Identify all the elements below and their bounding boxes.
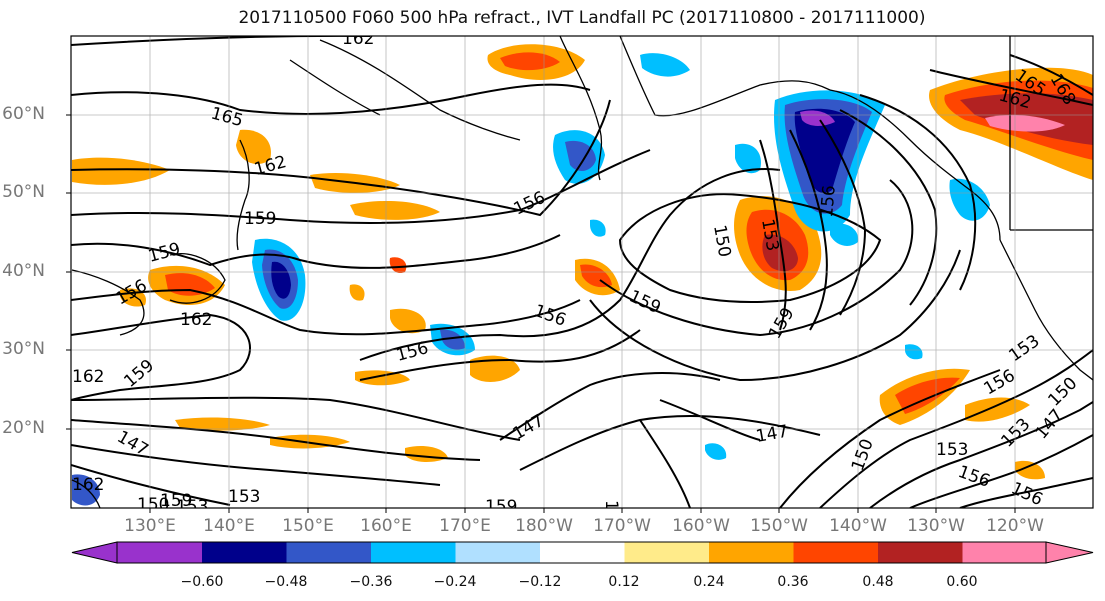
contour-label: 156	[531, 301, 568, 331]
contour-label: 153	[997, 414, 1034, 451]
colorbar-tick-label: −0.36	[349, 574, 393, 590]
contour-label: 147	[754, 422, 789, 447]
contour-label: 159	[765, 304, 799, 342]
contour-label: 156	[601, 500, 621, 532]
colorbar-tick-label: 0.12	[608, 574, 640, 590]
lat-label: 40°N	[2, 261, 45, 281]
contour-label: 156	[817, 184, 840, 218]
colorbar-tick-label: −0.12	[518, 574, 562, 590]
contour-label: 153	[1005, 331, 1043, 366]
lon-label: 140°E	[203, 516, 255, 536]
contour-label: 156	[1008, 478, 1046, 510]
contour-label: 153	[176, 497, 208, 517]
lon-label: 130°E	[124, 516, 176, 536]
colorbar-tick-label: −0.48	[264, 574, 308, 590]
contour-label: 162	[72, 475, 104, 495]
graticule	[71, 36, 1093, 508]
colorbar-tick-label: 0.48	[862, 574, 894, 590]
contour-label: 162	[72, 367, 104, 387]
contour-label: 165	[209, 104, 246, 132]
map-title: 2017110500 F060 500 hPa refract., IVT La…	[238, 8, 926, 28]
contour-label: 159	[146, 239, 183, 267]
contour-label: 156	[394, 338, 431, 366]
lon-label: 180°W	[515, 516, 573, 536]
coastlines	[71, 36, 1093, 508]
contour-label: 162	[342, 29, 374, 49]
lon-label: 130°W	[907, 516, 965, 536]
lon-label: 170°E	[439, 516, 491, 536]
contour-label: 159	[160, 491, 192, 511]
contour-label: 159	[244, 209, 276, 229]
lat-label: 50°N	[2, 182, 45, 202]
contour-label: 153	[228, 487, 260, 507]
lon-label: 170°W	[593, 516, 651, 536]
axis-ticks	[66, 114, 1016, 513]
contour-label: 159	[485, 497, 517, 517]
height-contours	[71, 36, 1093, 508]
contour-label: 150	[137, 495, 169, 515]
contour-label: 162	[180, 310, 212, 330]
contour-label: 147	[1032, 405, 1068, 443]
lon-label: 150°W	[750, 516, 808, 536]
lon-label: 150°E	[282, 516, 334, 536]
colorbar-tick-label: −0.60	[180, 574, 224, 590]
contour-label: 153	[936, 440, 968, 460]
contour-label: 156	[981, 366, 1019, 400]
lon-label: 140°W	[829, 516, 887, 536]
lat-label: 60°N	[2, 104, 45, 124]
contour-label: 159	[626, 286, 664, 318]
lon-label: 160°E	[360, 516, 412, 536]
negative-anomaly-regions	[72, 53, 990, 506]
colorbar-tick-label: 0.24	[693, 574, 725, 590]
lat-label: 20°N	[2, 418, 45, 438]
colorbar-tick-label: −0.24	[433, 574, 477, 590]
lat-label: 30°N	[2, 339, 45, 359]
contour-label: 156	[511, 188, 549, 220]
lon-label: 120°W	[986, 516, 1044, 536]
lon-label: 160°W	[672, 516, 730, 536]
colorbar-tick-label: 0.36	[777, 574, 809, 590]
contour-label: 150	[848, 436, 878, 473]
contour-label: 156	[955, 462, 992, 492]
contour-label: 150	[709, 223, 734, 258]
colorbar-tick-label: 0.60	[946, 574, 978, 590]
